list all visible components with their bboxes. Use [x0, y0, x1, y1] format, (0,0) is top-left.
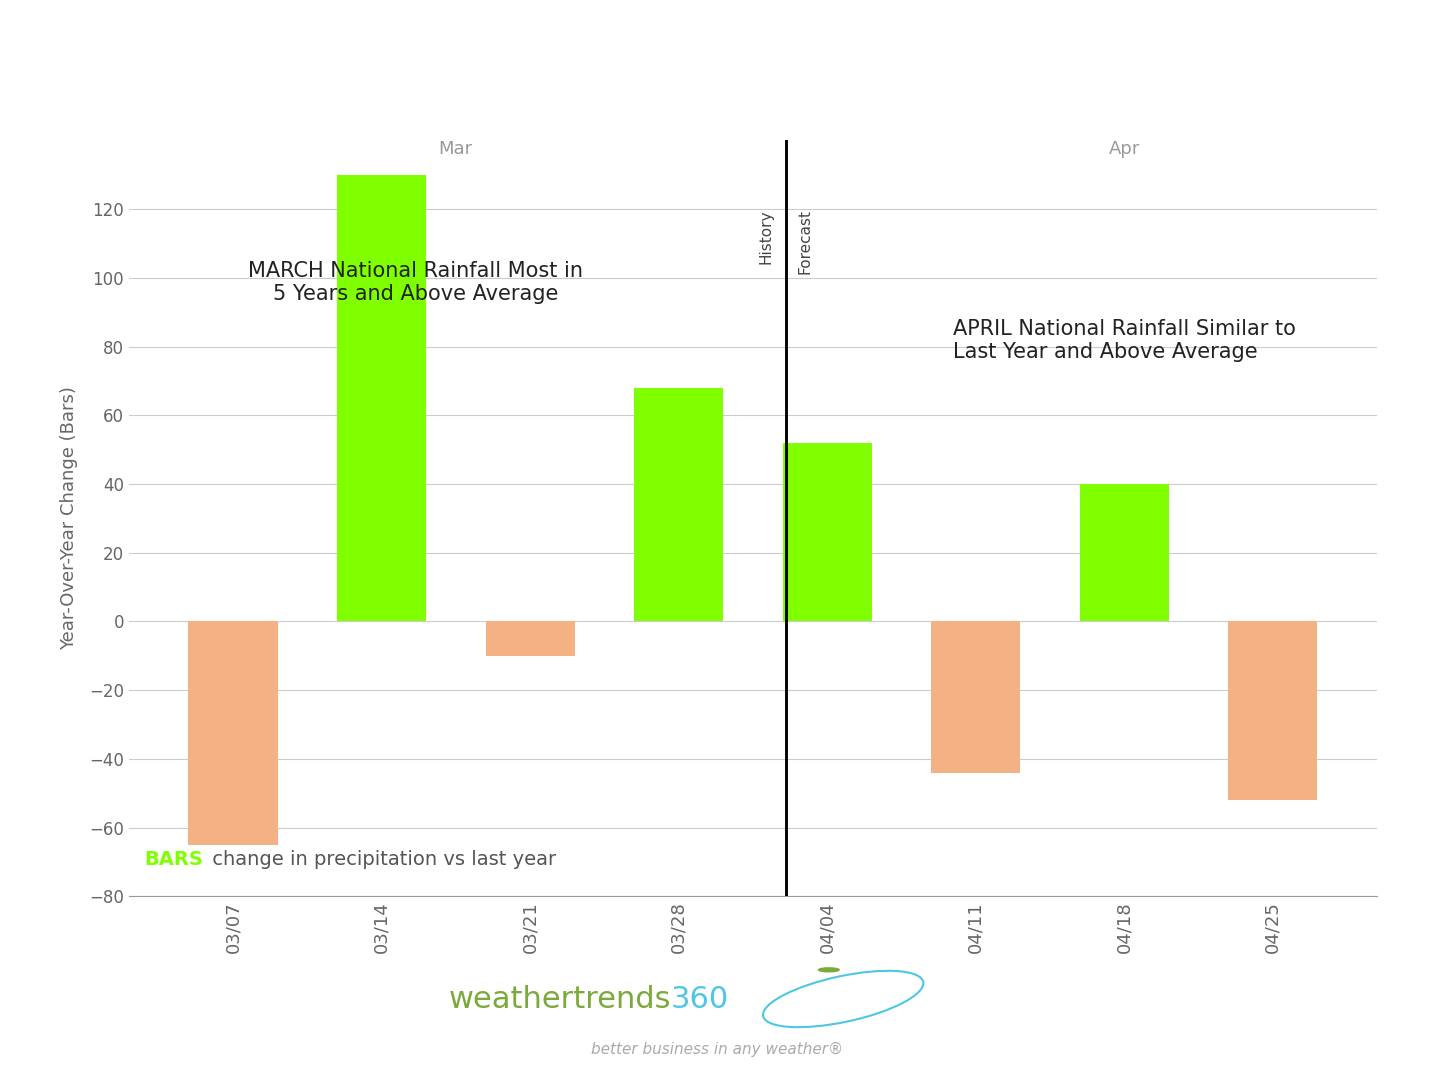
Text: Forecast: Forecast [797, 210, 812, 274]
Text: 360: 360 [671, 985, 730, 1013]
Text: change in precipitation vs last year: change in precipitation vs last year [206, 850, 556, 869]
Bar [783, 443, 872, 621]
Bar [1080, 484, 1169, 621]
Bar [188, 621, 278, 845]
Text: History: History [759, 210, 774, 264]
Text: U.S. Weekly Rainfall Trends vs Last Year: U.S. Weekly Rainfall Trends vs Last Year [182, 26, 1252, 71]
Bar [1228, 621, 1318, 800]
Y-axis label: Year-Over-Year Change (Bars): Year-Over-Year Change (Bars) [60, 387, 77, 650]
Text: better business in any weather®: better business in any weather® [591, 1042, 843, 1057]
Circle shape [819, 968, 839, 972]
Text: weathertrends: weathertrends [449, 985, 671, 1013]
Bar [337, 175, 426, 621]
Text: Apr: Apr [1108, 139, 1140, 158]
Text: Mar: Mar [439, 139, 473, 158]
Bar [634, 388, 723, 621]
Text: BARS: BARS [143, 850, 202, 869]
Bar [931, 621, 1020, 772]
Text: APRIL National Rainfall Similar to
Last Year and Above Average: APRIL National Rainfall Similar to Last … [954, 319, 1296, 362]
Text: MARCH National Rainfall Most in
5 Years and Above Average: MARCH National Rainfall Most in 5 Years … [248, 260, 582, 303]
Bar [486, 621, 575, 656]
